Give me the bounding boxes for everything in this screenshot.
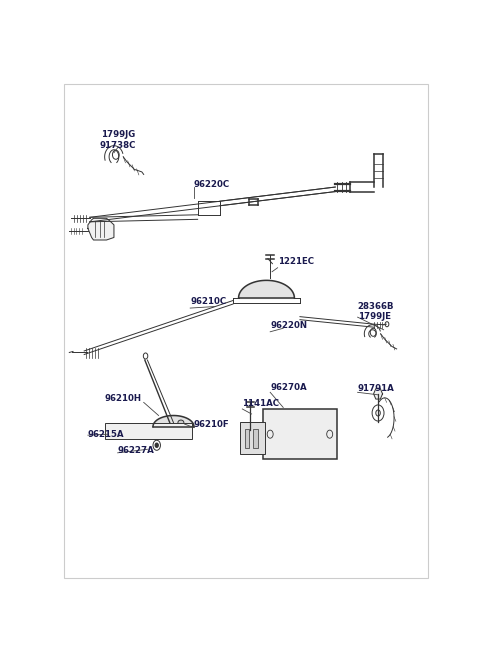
Text: 96210F: 96210F (194, 420, 229, 428)
Text: 1221EC: 1221EC (277, 257, 313, 266)
Text: 96210H: 96210H (105, 394, 142, 403)
Text: 96220C: 96220C (194, 180, 230, 189)
Bar (245, 429, 249, 448)
Text: 96270A: 96270A (270, 383, 307, 392)
Polygon shape (88, 218, 114, 240)
Text: 96215A: 96215A (88, 430, 124, 439)
Bar (105, 423, 192, 440)
Text: 91791A: 91791A (358, 384, 395, 393)
Circle shape (155, 443, 158, 447)
FancyBboxPatch shape (240, 422, 264, 455)
Text: 96220N: 96220N (270, 321, 307, 330)
Text: 1141AC: 1141AC (242, 400, 279, 409)
Bar (253, 429, 258, 448)
Text: 1799JG
91738C: 1799JG 91738C (99, 130, 136, 150)
Text: 96227A: 96227A (118, 446, 155, 455)
Polygon shape (373, 388, 383, 399)
Ellipse shape (178, 420, 184, 425)
Text: 28366B
1799JE: 28366B 1799JE (358, 302, 394, 322)
FancyBboxPatch shape (263, 409, 337, 459)
Text: 96210C: 96210C (190, 297, 227, 306)
